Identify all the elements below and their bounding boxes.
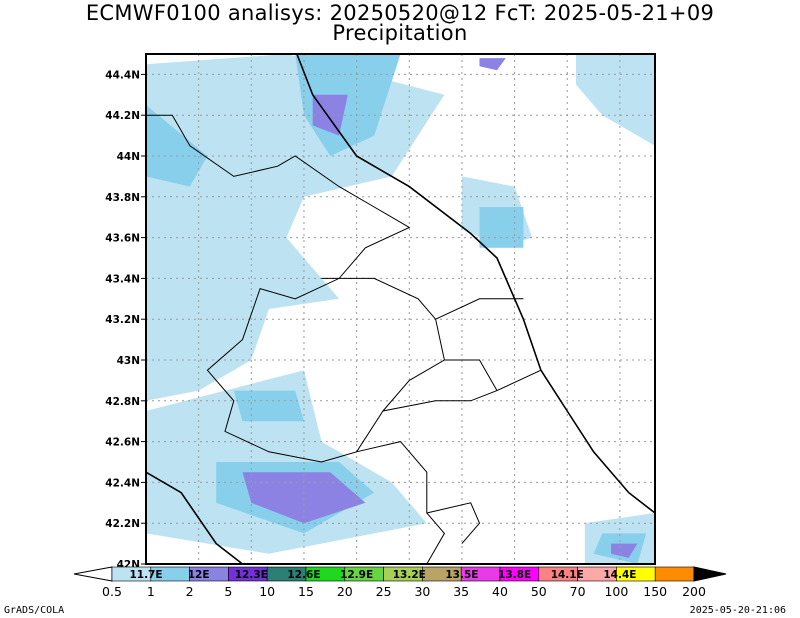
rain-area-2-5 (242, 472, 366, 524)
rain-area-1-2 (295, 54, 401, 156)
tyrrhenian-coastline (146, 471, 243, 564)
colorbar-level-label: 25 (376, 584, 392, 599)
colorbar-level-label: 150 (643, 584, 667, 599)
rain-area-1-2 (146, 105, 208, 187)
graticule (146, 54, 655, 564)
y-tick-label: 42.6N (105, 437, 140, 449)
timestamp-label: 2025-05-20-21:06 (689, 605, 786, 616)
colorbar-level-label: 0.5 (102, 584, 122, 599)
region-border (426, 502, 481, 544)
x-tick-label: 14.1E (551, 569, 584, 581)
rain-area-1-2 (479, 207, 524, 248)
y-tick-label: 43.6N (105, 233, 140, 245)
y-tick-label: 43.2N (105, 314, 140, 326)
region-border (321, 277, 445, 412)
y-tick-label: 42.2N (105, 518, 140, 530)
colorbar-level-label: 30 (414, 584, 430, 599)
y-tick-label: 44N (117, 151, 140, 163)
x-tick-label: 12E (188, 569, 210, 581)
region-border (356, 441, 446, 564)
y-tick-label: 44.4N (105, 69, 140, 81)
y-tick-label: 43.4N (105, 273, 140, 285)
adriatic-coastline (296, 54, 655, 514)
colorbar-level-label: 200 (682, 584, 706, 599)
x-tick-label: 12.3E (235, 569, 268, 581)
y-tick-label: 43N (117, 355, 140, 367)
rain-area-2-5 (479, 58, 506, 71)
region-border (435, 298, 524, 320)
rain-area-1-2 (233, 390, 304, 422)
colorbar-under-arrow (73, 566, 113, 582)
y-tick-label: 44.2N (105, 110, 140, 122)
rain-area-2-5 (312, 94, 348, 136)
region-border (444, 359, 498, 391)
rain-area-0.5-1 (576, 54, 655, 146)
chart-subtitle: Precipitation (332, 21, 468, 45)
colorbar-swatch (654, 566, 695, 582)
colorbar-level-label: 100 (604, 584, 628, 599)
rain-area-0.5-1 (146, 54, 445, 401)
y-axis: 42N42.2N42.4N42.6N42.8N43N43.2N43.4N43.6… (105, 69, 146, 571)
y-tick-label: 43.8N (105, 192, 140, 204)
colorbar-level-label: 50 (531, 584, 547, 599)
x-tick-label: 12.6E (287, 569, 320, 581)
x-tick-label: 13.5E (445, 569, 478, 581)
chart-title: ECMWF0100 analisys: 20250520@12 FcT: 202… (85, 1, 715, 25)
colorbar-level-label: 1 (147, 584, 155, 599)
colorbar-over-arrow (693, 566, 727, 582)
rain-area-2-5 (611, 543, 638, 558)
y-tick-label: 42.4N (105, 477, 140, 489)
y-tick-label: 42.8N (105, 396, 140, 408)
coastlines-and-borders (146, 54, 655, 564)
colorbar-level-label: 40 (492, 584, 508, 599)
plot-frame (145, 53, 656, 565)
colorbar-level-label: 35 (453, 584, 469, 599)
colorbar-level-label: 15 (298, 584, 314, 599)
x-tick-label: 13.8E (498, 569, 531, 581)
colorbar-level-label: 2 (186, 584, 194, 599)
colorbar-level-label: 20 (337, 584, 353, 599)
colorbar-level-label: 5 (224, 584, 232, 599)
precipitation-field (146, 54, 655, 564)
colorbar-level-label: 70 (570, 584, 586, 599)
colorbar-level-label: 10 (259, 584, 275, 599)
credit-label: GrADS/COLA (4, 605, 65, 616)
x-tick-label: 11.7E (129, 569, 162, 581)
x-tick-label: 13.2E (393, 569, 426, 581)
x-tick-label: 12.9E (340, 569, 373, 581)
x-tick-label: 14.4E (603, 569, 636, 581)
